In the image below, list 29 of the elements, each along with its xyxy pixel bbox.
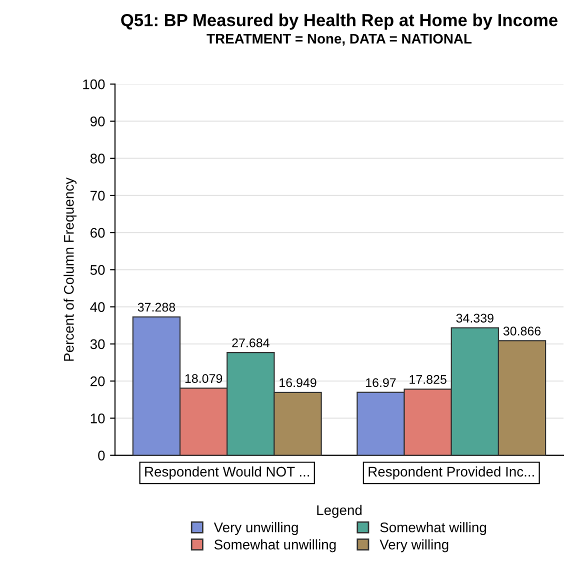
y-tick-label: 30: [90, 339, 105, 350]
y-axis-title: Percent of Column Frequency: [64, 177, 77, 361]
y-tick-label: 50: [90, 265, 105, 275]
chart-subtitle: TREATMENT = None, DATA = NATIONAL: [206, 34, 472, 46]
y-tick-label: 90: [90, 116, 105, 126]
y-tick-label: 60: [90, 228, 105, 238]
chart-title: Q51: BP Measured by Health Rep at Home by Income: [121, 14, 558, 30]
y-tick-label: 40: [90, 302, 105, 312]
data-label: 16.97: [366, 378, 396, 388]
data-label: 37.288: [138, 302, 176, 312]
data-label: 18.079: [185, 374, 222, 383]
y-tick-label: 70: [90, 190, 105, 201]
data-label: 16.949: [280, 378, 316, 388]
data-label: 34.339: [456, 314, 494, 323]
x-tick-label: Respondent Would NOT ...: [145, 466, 309, 480]
data-label: 17.825: [410, 375, 446, 384]
legend-label: Very unwilling: [214, 522, 298, 536]
legend-label: Somewhat willing: [380, 522, 486, 536]
x-tick-label: Respondent Provided Inc...: [368, 466, 534, 480]
y-tick-label: 80: [90, 154, 105, 164]
y-tick-label: 20: [90, 376, 105, 386]
data-label: 27.684: [232, 338, 270, 348]
y-tick-label: 0: [98, 450, 105, 460]
legend-title: Legend: [317, 504, 362, 518]
legend-label: Very willing: [380, 539, 448, 552]
y-tick-label: 10: [90, 414, 105, 424]
data-label: 30.866: [503, 326, 541, 336]
legend-label: Somewhat unwilling: [214, 539, 336, 552]
y-tick-label: 100: [83, 79, 105, 90]
